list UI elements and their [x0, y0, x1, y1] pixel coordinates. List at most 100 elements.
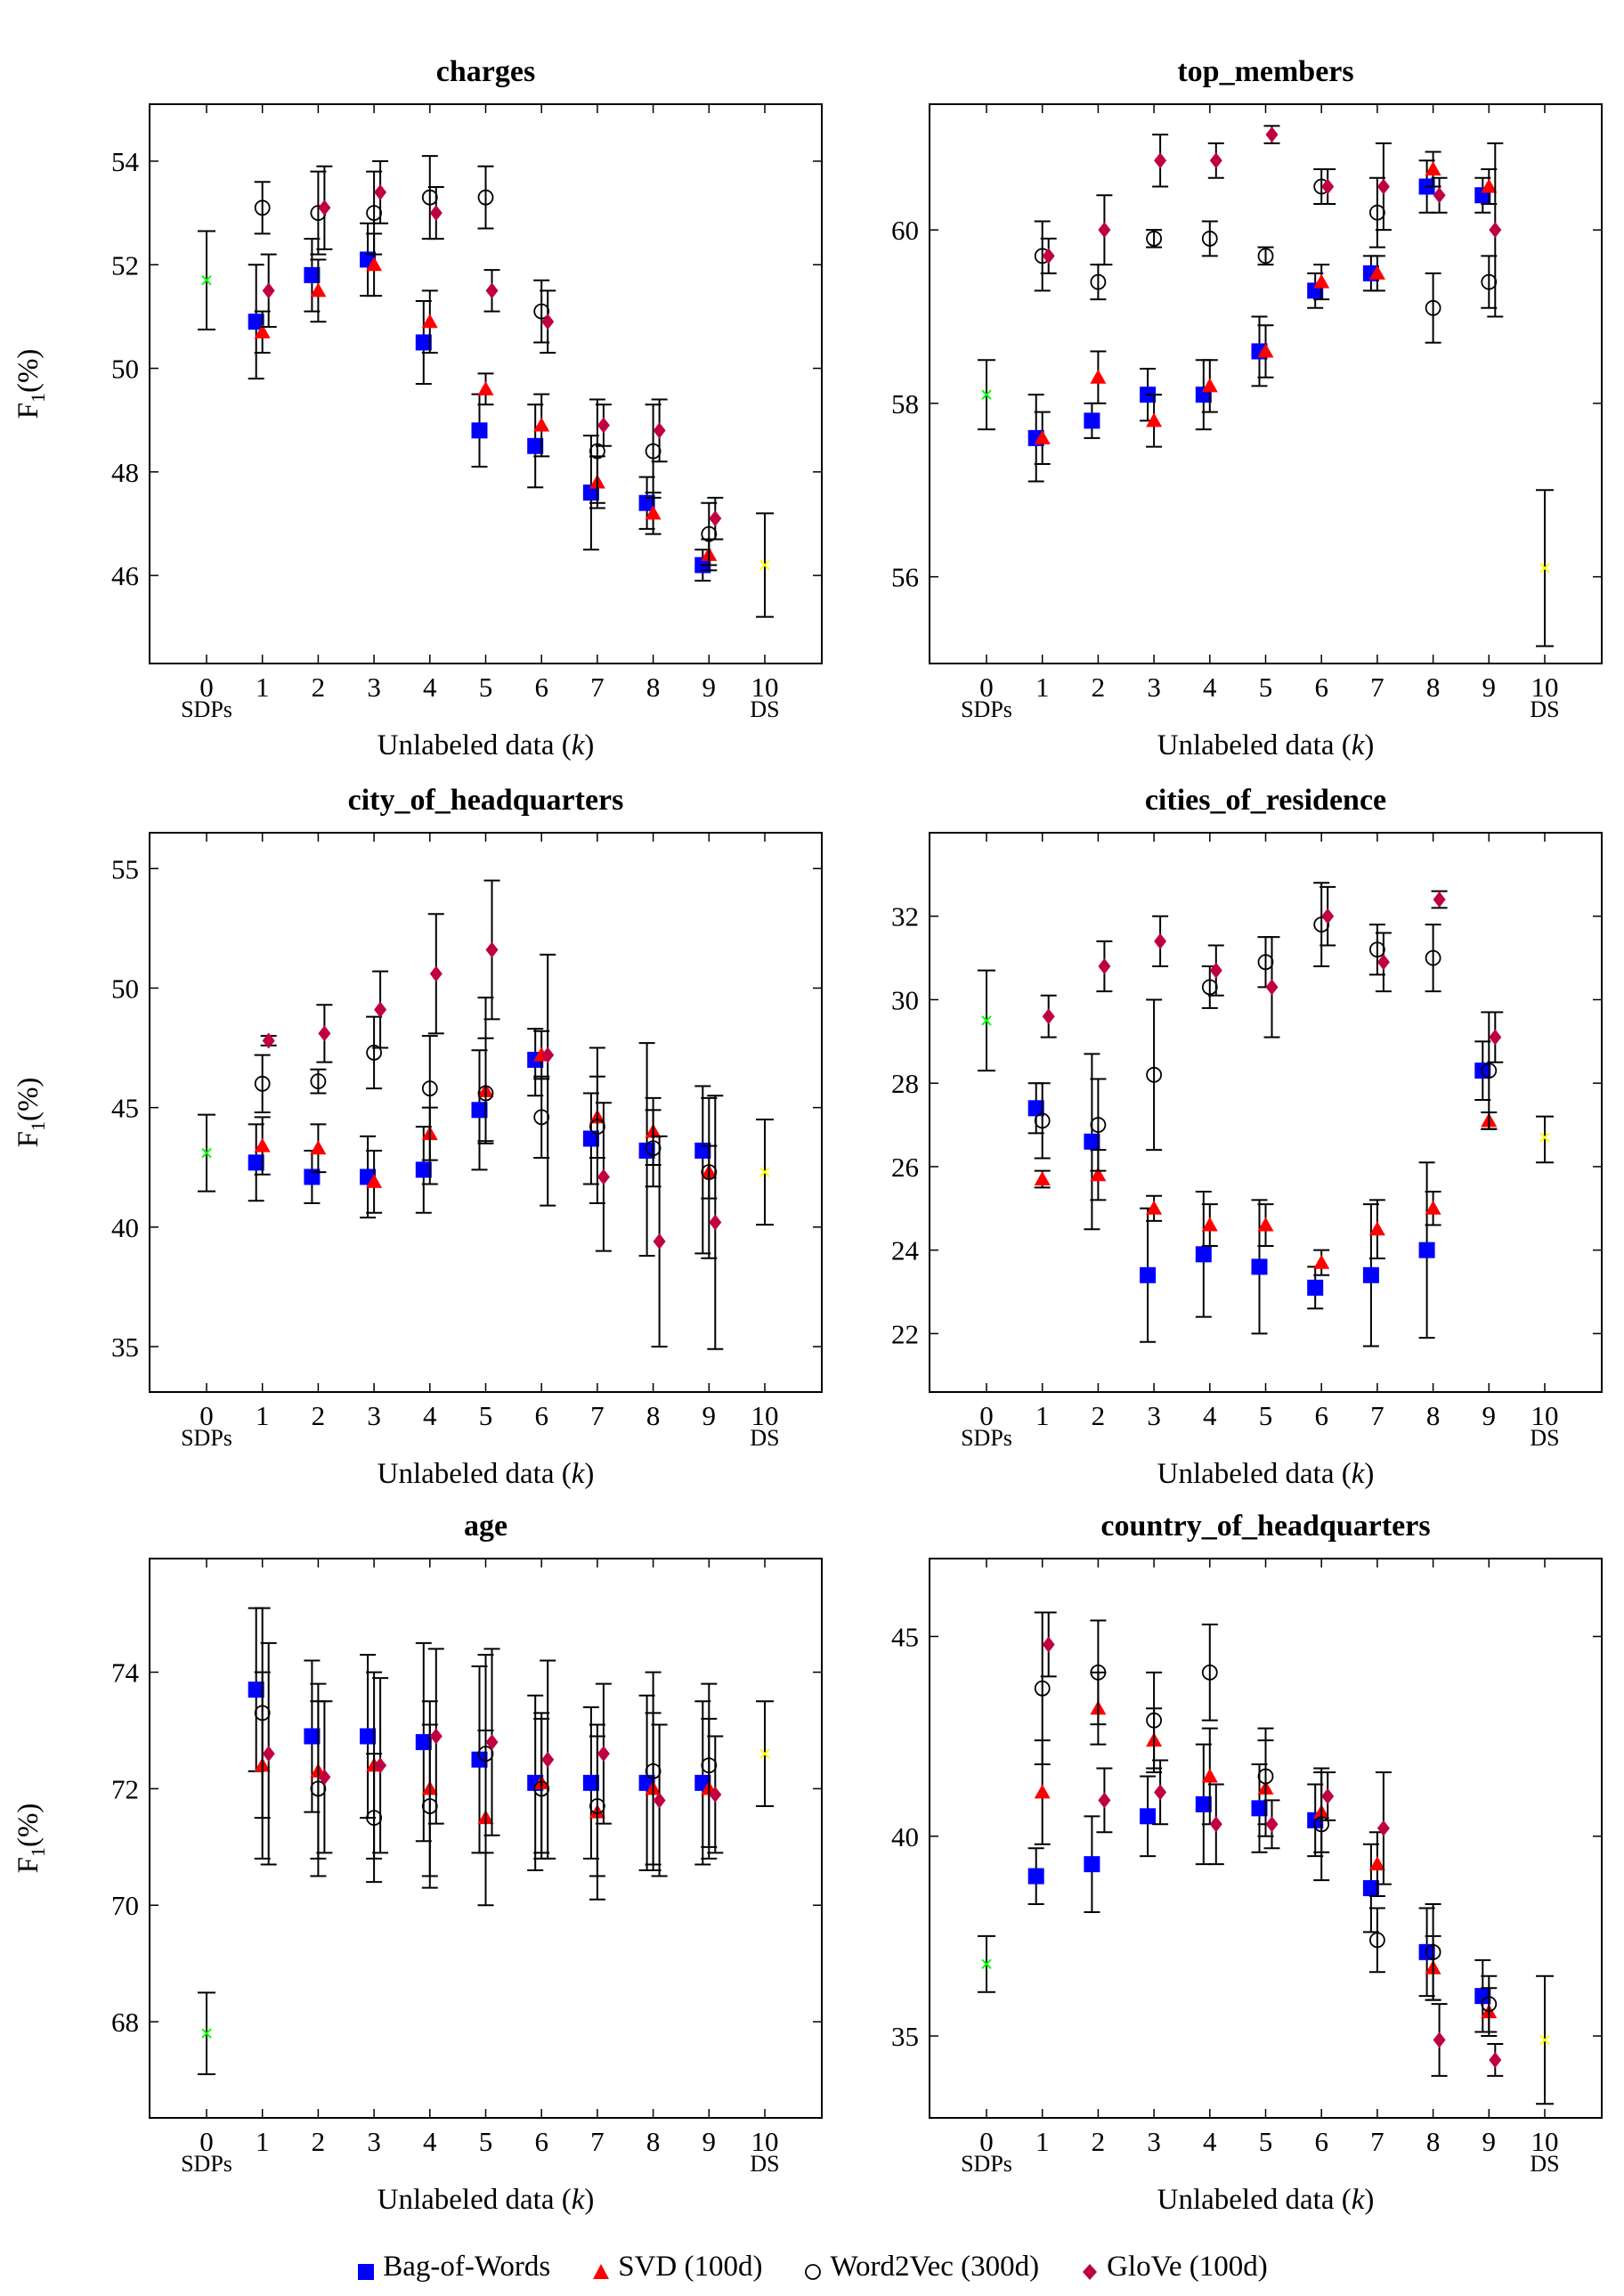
data-point-diamond — [1265, 979, 1279, 996]
x-tick-label: 5 — [1259, 1400, 1273, 1431]
x-tick-sublabel: DS — [1530, 2151, 1559, 2177]
x-axis-label: Unlabeled data (k) — [378, 729, 595, 761]
data-point-square — [1140, 1266, 1157, 1283]
baseline-point-sdps — [201, 2028, 212, 2039]
circle-marker-icon — [803, 2257, 823, 2280]
data-point-diamond — [1265, 126, 1279, 143]
x-axis-label: Unlabeled data (k) — [1157, 1458, 1375, 1490]
data-point-circle — [1201, 231, 1218, 247]
x-tick-label: 0 — [979, 1400, 994, 1431]
series-glove-100d — [1040, 125, 1504, 318]
y-tick-label: 56 — [891, 562, 919, 593]
data-point-diamond — [1376, 954, 1390, 971]
x-tick-sublabel: SDPs — [181, 2151, 232, 2177]
data-point-square — [1418, 1943, 1435, 1960]
data-point-diamond — [429, 965, 443, 982]
baseline-point-ds — [1539, 1132, 1550, 1143]
data-point-triangle — [1034, 429, 1051, 444]
data-point-circle — [1201, 1664, 1218, 1681]
data-point-circle — [366, 1045, 383, 1061]
x-tick-label: 0 — [979, 672, 994, 703]
data-point-square — [1251, 1800, 1268, 1817]
data-point-circle — [1146, 231, 1162, 247]
data-point-diamond — [485, 941, 499, 958]
x-tick-label: 2 — [1092, 672, 1106, 703]
series-glove-100d — [1040, 885, 1504, 1063]
x-tick-sublabel: SDPs — [181, 696, 232, 722]
data-point-square — [248, 1681, 264, 1698]
data-point-square — [1251, 1258, 1268, 1275]
x-tick-label: 5 — [479, 2126, 493, 2157]
data-point-square — [1140, 1808, 1157, 1825]
data-point-square — [1084, 412, 1100, 429]
y-axis-label: F1(%) — [12, 1078, 49, 1148]
data-point-triangle — [1313, 1254, 1330, 1269]
x-tick-label: 7 — [590, 1400, 605, 1431]
data-point-diamond — [597, 417, 610, 434]
y-tick-label: 72 — [111, 1773, 139, 1804]
data-point-triangle — [533, 417, 550, 432]
data-point-triangle — [1313, 273, 1330, 289]
data-point-diamond — [318, 1769, 331, 1786]
series-glove-100d — [260, 879, 724, 1350]
data-point-diamond — [1154, 152, 1167, 169]
data-point-square — [1195, 1246, 1212, 1263]
data-point-diamond — [1321, 1787, 1335, 1804]
x-tick-label: 9 — [1482, 672, 1497, 703]
legend-label: Bag-of-Words — [383, 2250, 551, 2283]
x-tick-label: 8 — [646, 2126, 661, 2157]
data-point-square — [1474, 1063, 1491, 1079]
chart-panel-charges: charges 46 48 50 52 54 0 1 2 3 4 5 6 7 8 9 10 SDPs DS Unlab… — [12, 55, 823, 761]
data-point-diamond — [541, 313, 555, 330]
data-point-diamond — [1154, 932, 1167, 949]
data-point-triangle — [421, 313, 438, 329]
data-point-circle — [477, 189, 494, 206]
data-point-triangle — [645, 505, 662, 520]
data-point-square — [582, 1130, 599, 1147]
data-point-circle — [1090, 1664, 1107, 1681]
data-point-diamond — [1489, 2051, 1502, 2068]
x-tick-sublabel: SDPs — [961, 2151, 1012, 2177]
data-point-triangle — [1034, 1784, 1051, 1799]
data-point-circle — [1090, 1117, 1107, 1133]
x-tick-label: 0 — [199, 1400, 214, 1431]
x-tick-label: 10 — [751, 672, 779, 703]
data-point-square — [1027, 1100, 1044, 1117]
data-point-triangle — [1034, 1170, 1051, 1185]
data-point-diamond — [541, 1751, 555, 1768]
data-point-square — [582, 484, 599, 501]
chart-title: country_of_headquarters — [1100, 1510, 1430, 1543]
x-tick-label: 0 — [979, 2126, 994, 2157]
y-tick-label: 48 — [111, 457, 139, 488]
data-point-circle — [589, 443, 605, 460]
x-tick-label: 9 — [702, 1400, 717, 1431]
chart-title: cities_of_residence — [1145, 784, 1386, 817]
x-tick-sublabel: DS — [750, 696, 779, 722]
data-point-diamond — [1489, 1029, 1502, 1046]
data-point-triangle — [310, 282, 327, 297]
data-point-diamond — [1376, 178, 1390, 195]
data-point-triangle — [310, 1140, 327, 1155]
data-point-triangle — [1481, 178, 1498, 193]
data-point-diamond — [1489, 222, 1502, 239]
x-tick-label: 6 — [1314, 2126, 1328, 2157]
data-point-diamond — [1433, 187, 1446, 204]
chart-title: charges — [436, 55, 535, 88]
y-tick-label: 58 — [891, 388, 919, 419]
series-word2vec-300d — [1034, 1611, 1498, 2033]
x-tick-label: 2 — [1092, 1400, 1106, 1431]
legend-item-word2vec: Word2Vec (300d) — [803, 2251, 1039, 2284]
x-tick-label: 1 — [1035, 1400, 1050, 1431]
baseline-point-sdps — [981, 389, 992, 400]
x-tick-label: 7 — [1370, 2126, 1384, 2157]
x-tick-label: 3 — [367, 672, 381, 703]
baseline-point-sdps — [201, 274, 212, 286]
data-point-diamond — [1042, 1636, 1055, 1653]
data-point-triangle — [1257, 343, 1274, 358]
x-tick-label: 9 — [1482, 1400, 1497, 1431]
x-tick-label: 1 — [1035, 672, 1050, 703]
x-tick-label: 3 — [1147, 672, 1161, 703]
data-point-square — [471, 1751, 488, 1768]
x-tick-label: 6 — [1314, 1400, 1328, 1431]
